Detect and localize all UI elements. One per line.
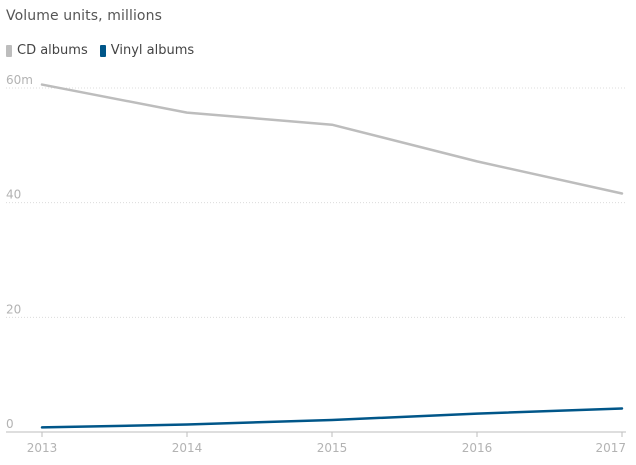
y-tick-label-20: 20 bbox=[6, 302, 21, 316]
series-line-vinyl-albums bbox=[40, 407, 624, 429]
legend-swatch-cd bbox=[6, 44, 12, 57]
y-tick-label-60: 60m bbox=[6, 73, 33, 87]
legend: CD albums Vinyl albums bbox=[6, 43, 194, 58]
x-tick-label-2016: 2016 bbox=[462, 441, 493, 455]
series-layer bbox=[40, 83, 624, 429]
legend-label-vinyl: Vinyl albums bbox=[110, 43, 195, 58]
y-tick-label-0: 0 bbox=[6, 417, 14, 431]
legend-label-cd: CD albums bbox=[17, 43, 88, 58]
x-tick-label-2017: 2017 bbox=[595, 441, 626, 455]
grid-layer bbox=[6, 87, 626, 318]
x-axis-layer: 2013 2014 2015 2016 2017 bbox=[6, 431, 626, 455]
x-tick-label-2015: 2015 bbox=[317, 441, 348, 455]
x-tick-label-2014: 2014 bbox=[172, 441, 203, 455]
legend-item-cd: CD albums bbox=[6, 43, 88, 58]
legend-swatch-vinyl bbox=[99, 44, 106, 57]
legend-item-vinyl: Vinyl albums bbox=[99, 43, 195, 58]
chart-subtitle: Volume units, millions bbox=[6, 8, 162, 24]
y-tick-layer: 60m 40 20 0 bbox=[6, 73, 33, 431]
x-tick-label-2013: 2013 bbox=[27, 441, 58, 455]
series-line-cd-albums bbox=[40, 83, 624, 195]
y-tick-label-40: 40 bbox=[6, 188, 21, 202]
